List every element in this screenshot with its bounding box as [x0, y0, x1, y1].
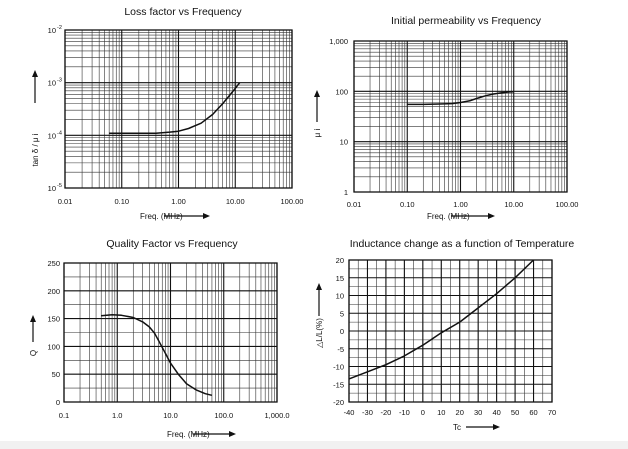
y-tick-exponent: -2: [57, 25, 62, 31]
y-tick-label: 10: [336, 292, 344, 301]
chart-title: Inductance change as a function of Tempe…: [350, 238, 575, 250]
y-tick-label: -20: [333, 398, 344, 407]
y-tick-label: 10: [48, 79, 56, 88]
x-tick-label: -40: [344, 408, 355, 417]
y-axis-label: Q: [29, 350, 38, 356]
x-tick-label: 0.1: [59, 411, 69, 420]
y-tick-label: 0: [56, 398, 60, 407]
y-tick-label: 10: [48, 184, 56, 193]
x-axis-label: Freq. (MHz): [140, 212, 183, 221]
series-line: [348, 259, 535, 380]
x-tick-label: 60: [529, 408, 537, 417]
y-axis-label: △L/L(%): [315, 318, 324, 348]
x-tick-label: 70: [548, 408, 556, 417]
y-tick-label: -5: [337, 345, 344, 354]
plot-frame: [348, 259, 553, 403]
x-tick-label: 0.10: [400, 200, 415, 209]
y-tick-label: -10: [333, 363, 344, 372]
x-tick-label: 10: [437, 408, 445, 417]
chart-title: Initial permeability vs Frequency: [391, 15, 542, 27]
y-tick-label: 1,000: [329, 37, 348, 46]
chart-title: Quality Factor vs Frequency: [106, 238, 238, 250]
chart-title: Loss factor vs Frequency: [124, 6, 242, 18]
x-tick-label: 0.01: [58, 197, 73, 206]
x-axis-arrow-head: [203, 213, 210, 219]
y-tick-label: 0: [340, 327, 344, 336]
y-tick-label: 200: [47, 287, 60, 296]
x-axis-label: Tc: [453, 423, 461, 432]
x-axis-label: Freq. (MHz): [427, 212, 470, 221]
y-tick-label: 250: [47, 259, 60, 268]
y-tick-label: 15: [336, 274, 344, 283]
y-tick-label: 10: [48, 131, 56, 140]
x-tick-label: 1.00: [453, 200, 468, 209]
x-tick-label: 40: [492, 408, 500, 417]
y-tick-label: 100: [335, 87, 348, 96]
y-tick-label: 1: [344, 188, 348, 197]
x-tick-label: 20: [456, 408, 464, 417]
plot-frame: [63, 262, 278, 403]
chart-3: 0.1 1.0 10.0 100.0 1,000.0 0 50 100 150 200 250 Qua…: [29, 238, 290, 439]
x-tick-label: 50: [511, 408, 519, 417]
x-axis-label: Freq. (MHz): [167, 430, 210, 439]
y-tick-label: 20: [336, 256, 344, 265]
y-tick-label: 100: [47, 342, 60, 351]
x-tick-label: 100.0: [214, 411, 233, 420]
chart-4: -40 -30 -20 -10 0 10 20 30 40 50 60 70 -20 -15 -10 -5 0 5…: [315, 238, 574, 432]
y-axis-label: μ i: [313, 128, 322, 137]
y-axis-arrow-head: [30, 315, 36, 322]
y-tick-label: 10: [340, 138, 348, 147]
y-tick-exponent: -4: [57, 130, 62, 136]
y-tick-label: 10: [48, 26, 56, 35]
series-line: [109, 82, 241, 134]
x-tick-label: -10: [399, 408, 410, 417]
y-tick-label: 50: [52, 370, 60, 379]
chart-2: 0.01 0.10 1.00 10.00 100.00 1 10 100 1,000 Initia…: [313, 15, 578, 221]
y-axis-arrow-head: [316, 283, 322, 290]
x-tick-label: 100.00: [281, 197, 304, 206]
x-axis-arrow-head: [229, 431, 236, 437]
y-tick-exponent: -3: [57, 78, 62, 84]
x-tick-label: 1.00: [171, 197, 186, 206]
x-tick-label: 100.00: [556, 200, 579, 209]
series-line: [101, 313, 213, 397]
x-tick-label: 10.00: [226, 197, 245, 206]
x-tick-label: 30: [474, 408, 482, 417]
series-line: [407, 91, 514, 106]
y-tick-label: 150: [47, 315, 60, 324]
plot-frame: [353, 40, 568, 193]
x-tick-label: 0.01: [347, 200, 362, 209]
x-axis-arrow-head: [493, 424, 500, 430]
y-axis-label: tan δ / μ i: [31, 133, 40, 166]
y-axis-arrow-head: [314, 90, 320, 97]
x-tick-label: 0.10: [114, 197, 129, 206]
x-axis-arrow-head: [488, 213, 495, 219]
x-tick-label: -30: [362, 408, 373, 417]
y-tick-label: -15: [333, 380, 344, 389]
x-tick-label: 1,000.0: [264, 411, 289, 420]
x-tick-label: 1.0: [112, 411, 122, 420]
x-tick-label: 0: [421, 408, 425, 417]
x-tick-label: 10.00: [504, 200, 523, 209]
x-tick-label: 10.0: [163, 411, 178, 420]
y-tick-exponent: -5: [57, 183, 62, 189]
plot-frame: [64, 29, 293, 189]
y-axis-arrow-head: [32, 70, 38, 77]
bottom-strip: [0, 441, 628, 449]
x-tick-label: -20: [380, 408, 391, 417]
y-tick-label: 5: [340, 309, 344, 318]
